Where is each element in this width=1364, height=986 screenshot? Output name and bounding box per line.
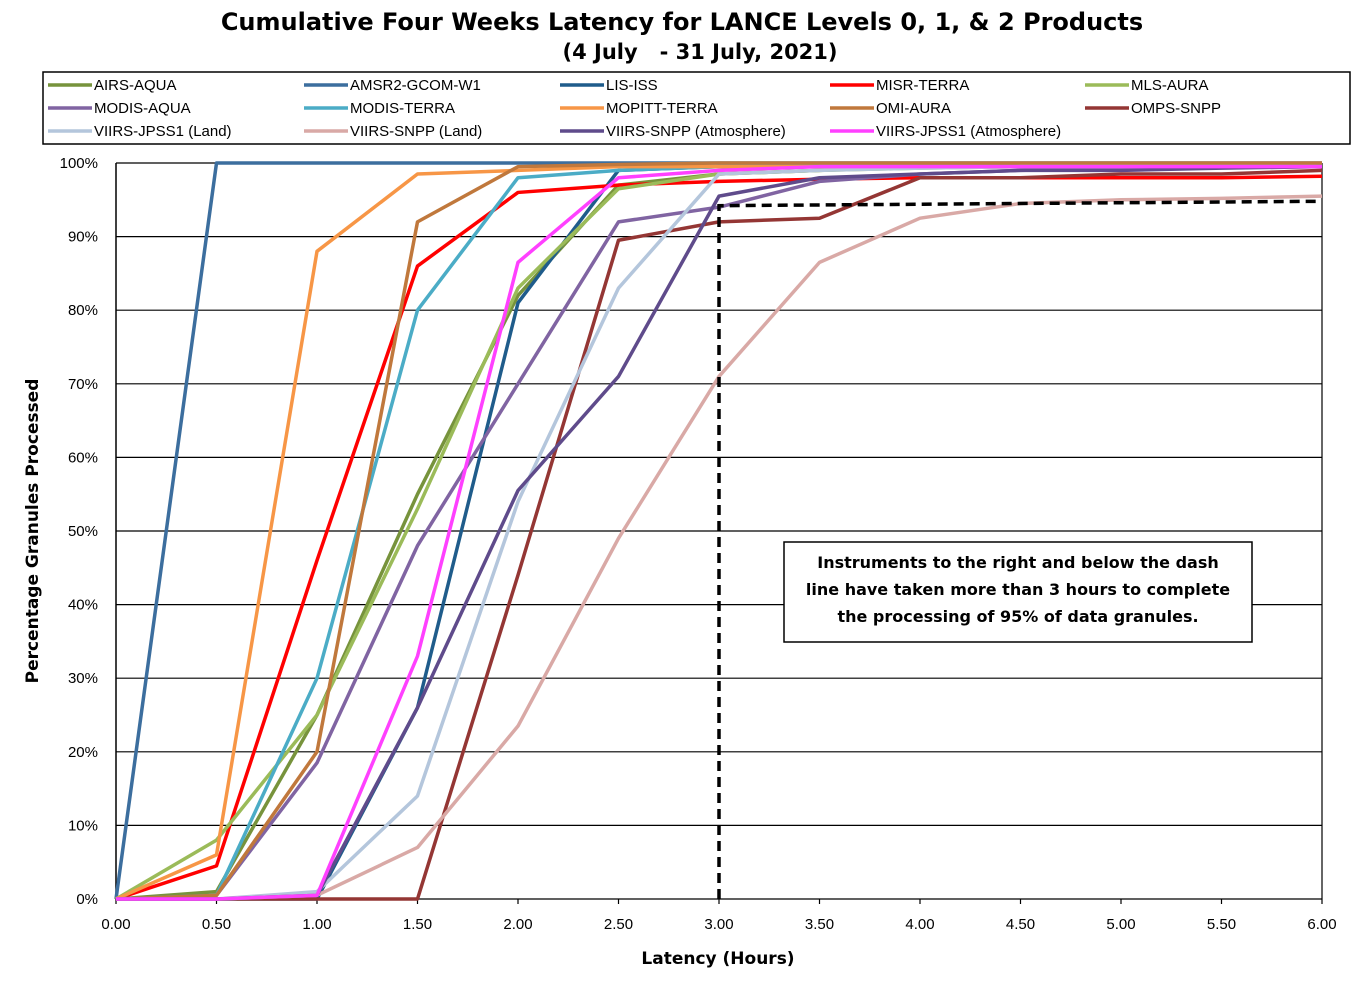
x-tick-label: 4.00 [905,916,934,933]
legend: AIRS-AQUA AMSR2-GCOM-W1 LIS-ISS MISR-TERRA M… [48,77,1221,140]
series-line-viirs-jpss1-atmosphere [116,164,1322,901]
y-tick-label: 70% [68,376,98,393]
x-tick-label: 3.00 [704,916,733,933]
y-tick-label: 30% [68,670,98,687]
y-tick-label: 40% [68,597,98,614]
x-tick-label: 0.50 [202,916,231,933]
legend-label: LIS-ISS [606,77,658,94]
threshold-dash-line [717,199,1323,899]
y-tick-label: 90% [68,229,98,246]
y-tick-label: 10% [68,817,98,834]
legend-label: OMPS-SNPP [1131,100,1221,117]
legend-label: MODIS-AQUA [94,100,191,117]
reference-dash-line [717,199,1323,899]
x-tick-label: 5.50 [1207,916,1236,933]
axis-ticks: 0% 10% 20% 30% 40% 50% 60% 70% 80% 90% 100% 0.00 0.5… [60,155,1337,933]
annotation-line-2: line have taken more than 3 hours to com… [806,580,1230,599]
series-lines [114,161,1323,901]
legend-box [42,71,1351,145]
legend-label: MLS-AURA [1131,77,1209,94]
legend-label: OMI-AURA [876,100,951,117]
x-tick-label: 3.50 [805,916,834,933]
x-tick-label: 5.00 [1106,916,1135,933]
legend-label: VIIRS-SNPP (Atmosphere) [606,123,786,140]
legend-label: MODIS-TERRA [350,100,455,117]
series-line-misr-terra [115,174,1323,901]
legend-label: VIIRS-JPSS1 (Land) [94,123,232,140]
chart-title: Cumulative Four Weeks Latency for LANCE … [221,8,1143,36]
legend-label: AMSR2-GCOM-W1 [350,77,481,94]
x-tick-label: 6.00 [1307,916,1336,933]
y-tick-label: 50% [68,523,98,540]
legend-label: VIIRS-JPSS1 (Atmosphere) [876,123,1061,140]
y-tick-label: 60% [68,449,98,466]
x-tick-label: 0.00 [101,916,130,933]
annotation-line-3: the processing of 95% of data granules. [837,607,1198,626]
legend-label: VIIRS-SNPP (Land) [350,123,482,140]
y-axis-title: Percentage Granules Processed [23,379,43,684]
y-tick-label: 80% [68,302,98,319]
x-tick-label: 2.00 [503,916,532,933]
series-line-omi-aura [115,161,1322,901]
legend-label: MISR-TERRA [876,77,969,94]
annotation-box [783,541,1253,643]
legend-label: MOPITT-TERRA [606,100,718,117]
annotation-line-1: Instruments to the right and below the d… [817,553,1219,572]
chart-subtitle: (4 July - 31 July, 2021) [562,40,837,64]
legend-label: AIRS-AQUA [94,77,177,94]
x-tick-label: 1.00 [302,916,331,933]
x-tick-label: 2.50 [604,916,633,933]
x-axis-title: Latency (Hours) [641,949,794,969]
x-tick-label: 4.50 [1006,916,1035,933]
y-tick-label: 100% [60,155,98,172]
y-tick-label: 0% [76,891,98,908]
x-tick-label: 1.50 [403,916,432,933]
y-tick-label: 20% [68,744,98,761]
